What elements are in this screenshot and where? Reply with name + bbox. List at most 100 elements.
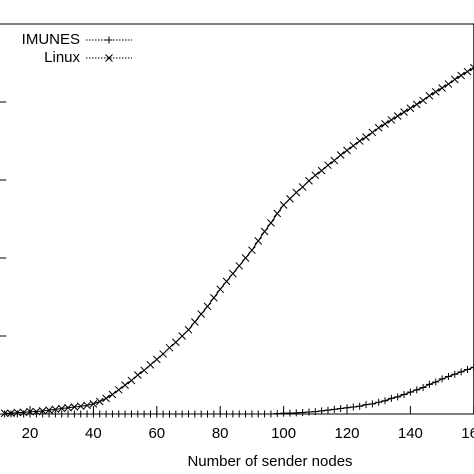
point-marker [299,408,307,416]
point-marker [77,410,85,418]
point-marker [292,188,301,197]
x-tick-label: 100 [271,425,296,442]
point-marker [317,166,326,175]
point-marker [413,386,421,394]
legend-marker [105,54,113,62]
point-marker [216,410,224,418]
point-marker [248,246,256,255]
legend-label: IMUNES [22,31,80,48]
point-marker [432,378,440,386]
point-marker [197,310,206,319]
point-marker [438,84,446,92]
point-marker [362,401,370,409]
point-marker [400,391,408,398]
point-marker [292,409,300,417]
point-marker [204,410,212,418]
point-marker [140,366,148,375]
series-line [4,67,474,414]
point-marker [457,368,465,376]
point-marker [108,390,117,399]
point-marker [298,183,307,191]
point-marker [38,407,47,415]
point-marker [318,407,326,415]
point-marker [58,410,66,418]
point-marker [127,410,135,418]
point-marker [248,410,256,418]
point-marker [153,410,161,418]
point-marker [463,67,472,76]
point-marker [190,318,199,326]
point-marker [216,285,225,294]
point-marker [337,405,345,413]
x-tick-label: 140 [398,425,423,442]
point-marker [280,409,288,417]
point-marker [406,388,414,396]
point-marker [406,104,415,113]
point-marker [140,410,148,418]
point-marker [210,293,218,302]
point-marker [349,141,358,150]
x-tick-label: 20 [22,425,39,442]
point-marker [305,408,313,416]
point-marker [444,373,452,381]
point-marker [20,410,28,418]
point-marker [305,176,313,185]
point-marker [96,410,104,418]
point-marker [115,410,123,418]
point-marker [241,254,250,262]
point-marker [381,397,389,405]
point-marker [184,325,193,334]
point-marker [324,406,332,414]
point-marker [387,116,396,124]
point-marker [254,236,263,245]
point-marker [159,410,167,418]
point-marker [387,394,395,402]
point-marker [89,410,97,418]
point-marker [273,410,281,418]
point-marker [146,410,154,418]
point-marker [165,343,174,352]
point-marker [412,100,421,109]
point-marker [279,201,288,209]
point-marker [83,410,91,418]
point-marker [178,410,186,418]
point-marker [191,410,199,418]
point-marker [13,410,21,418]
point-marker [7,410,15,418]
point-marker [368,400,376,408]
point-marker [13,408,22,417]
point-marker [343,146,351,155]
point-marker [267,410,275,418]
point-marker [223,410,231,418]
point-marker [463,366,471,374]
point-marker [51,410,59,418]
point-marker [197,410,205,418]
x-tick-label: 120 [334,425,359,442]
point-marker [438,375,446,383]
point-marker [336,151,345,159]
point-marker [311,408,319,416]
point-marker [19,408,28,417]
point-marker [343,404,351,412]
x-axis-label: Number of sender nodes [187,453,352,470]
point-marker [375,398,383,406]
point-marker [362,133,370,141]
legend-label: Linux [44,49,80,66]
point-marker [368,128,377,137]
point-marker [267,219,275,227]
point-marker [165,410,173,418]
point-marker [127,376,136,385]
point-marker [178,332,187,340]
point-marker [26,407,34,416]
point-marker [393,112,402,120]
point-marker [108,410,116,418]
point-marker [76,402,85,411]
point-marker [235,410,243,418]
point-marker [260,227,269,236]
point-marker [203,302,212,311]
x-tick-label: 160 [461,425,474,442]
point-marker [185,410,192,418]
plot-frame [0,23,474,415]
point-marker [381,119,389,128]
